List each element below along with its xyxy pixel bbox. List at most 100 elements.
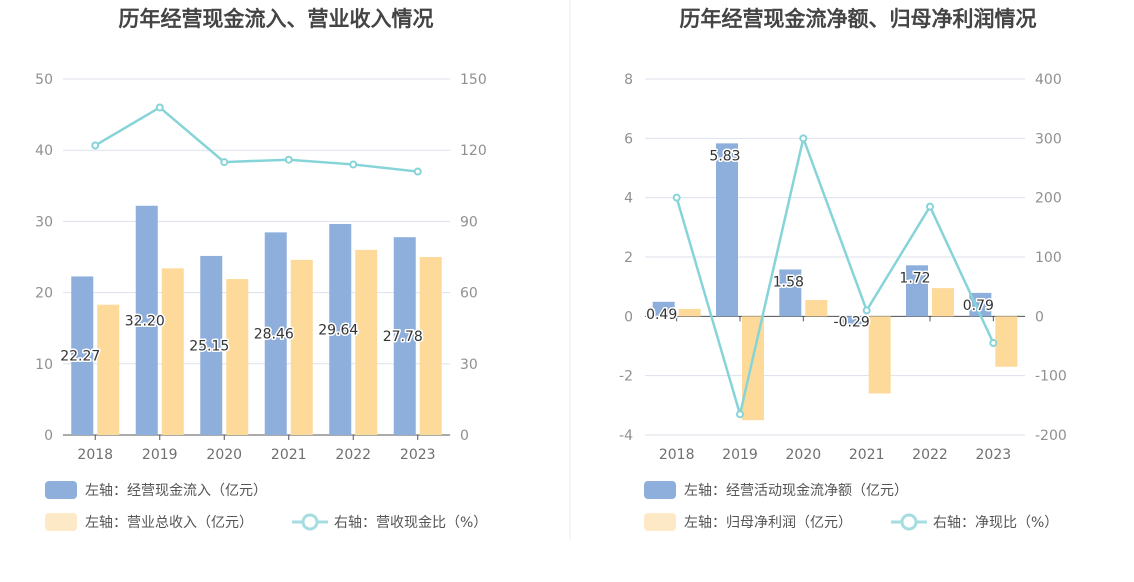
bar-secondary[interactable]: [932, 288, 954, 317]
data-label: 5.83: [709, 148, 740, 164]
bar-primary[interactable]: [652, 301, 675, 317]
data-label: 1.58: [773, 274, 804, 290]
bar-secondary[interactable]: [995, 316, 1018, 367]
bar-secondary[interactable]: [868, 316, 891, 394]
legend-label-inflow: 左轴：经营现金流入（亿元）: [85, 483, 267, 499]
y-tick-right: 90: [460, 214, 478, 230]
legend-swatch-net-cash: [644, 481, 676, 499]
y-tick-left: -4: [619, 428, 633, 444]
bar-layer: [71, 205, 442, 435]
bar-secondary[interactable]: [226, 279, 249, 435]
x-tick-label: 2023: [976, 447, 1012, 463]
legend-item-net-cash[interactable]: 左轴：经营活动现金流净额（亿元）: [644, 481, 908, 499]
y-tick-left: 6: [624, 131, 633, 147]
line-point[interactable]: [799, 134, 808, 143]
bar-primary[interactable]: [906, 265, 928, 317]
x-tick-label: 2022: [912, 447, 948, 463]
data-label: 28.46: [254, 327, 294, 343]
grid-layer: 0 10 20 30 40 50 0 30 60 90 120 150 2018 2019 2020 2021…: [35, 72, 487, 463]
legend-label-net-profit: 左轴：归母净利润（亿元）: [684, 514, 852, 531]
x-tick-label: 2021: [849, 447, 885, 463]
series-line: [675, 133, 995, 420]
line-layer: [672, 133, 998, 420]
data-label: 25.15: [189, 338, 229, 354]
bar-secondary[interactable]: [805, 300, 828, 317]
bar-primary[interactable]: [264, 232, 287, 435]
legend-item-ratio[interactable]: 右轴：营收现金比（%）: [292, 513, 487, 531]
legend-item-net-ratio[interactable]: 右轴：净现比（%）: [891, 513, 1058, 531]
y-tick-right: 60: [460, 286, 478, 302]
chart-cashflow-revenue: 历年经营现金流入、营业收入情况 0 10 20 30 40 50 0 30 60 90 120 150…: [35, 7, 487, 531]
legend-marker-net-ratio: [900, 513, 918, 531]
x-tick-label: 2018: [77, 447, 113, 463]
line-point[interactable]: [413, 167, 422, 176]
line-point[interactable]: [736, 410, 744, 419]
bar-primary[interactable]: [969, 292, 992, 317]
y-tick-left: 2: [624, 250, 633, 266]
line-layer: [91, 103, 422, 176]
x-tick-label: 2018: [659, 447, 695, 463]
y-tick-left: 0: [44, 428, 53, 444]
line-point[interactable]: [91, 141, 100, 150]
bar-secondary[interactable]: [355, 249, 378, 435]
bar-secondary[interactable]: [419, 257, 442, 435]
y-tick-right: 200: [1035, 191, 1062, 207]
y-tick-right: 100: [1035, 250, 1062, 266]
data-label: 32.20: [125, 313, 165, 329]
line-point[interactable]: [220, 158, 229, 167]
bar-secondary[interactable]: [161, 268, 184, 435]
data-label: 27.78: [383, 329, 423, 345]
y-tick-right: 120: [460, 143, 487, 159]
bar-primary[interactable]: [779, 269, 802, 317]
x-tick-label: 2019: [142, 447, 178, 463]
legend-item-net-profit[interactable]: 左轴：归母净利润（亿元）: [644, 513, 852, 531]
legend-item-revenue[interactable]: 左轴：营业总收入（亿元）: [45, 513, 253, 531]
legend: 左轴：经营现金流入（亿元） 左轴：营业总收入（亿元） 右轴：营收现金比（%）: [45, 481, 487, 531]
data-label: 29.64: [318, 322, 358, 338]
line-point[interactable]: [989, 339, 998, 348]
y-tick-left: 0: [624, 309, 633, 325]
legend-swatch-net-profit: [644, 513, 676, 531]
x-tick-label: 2020: [206, 447, 242, 463]
line-point[interactable]: [349, 160, 358, 169]
y-tick-right: -200: [1035, 428, 1067, 444]
y-tick-right: 30: [460, 357, 478, 373]
line-point[interactable]: [926, 202, 934, 211]
bar-primary[interactable]: [329, 223, 352, 435]
legend-swatch-revenue: [45, 513, 77, 531]
line-point[interactable]: [155, 103, 164, 112]
y-tick-left: 4: [624, 191, 633, 207]
bar-secondary[interactable]: [97, 304, 120, 435]
line-point[interactable]: [862, 306, 871, 315]
line-point[interactable]: [284, 155, 293, 164]
data-label: 0.49: [646, 307, 677, 323]
chart-netcash-profit: 历年经营现金流净额、归母净利润情况 -4 -2 0 2 4 6 8 -200 -100 0 100 2…: [619, 7, 1067, 531]
legend-item-inflow[interactable]: 左轴：经营现金流入（亿元）: [45, 481, 267, 499]
bar-secondary[interactable]: [742, 316, 764, 421]
x-tick-label: 2022: [335, 447, 371, 463]
y-tick-right: 400: [1035, 72, 1062, 88]
y-tick-right: 0: [1035, 309, 1044, 325]
y-tick-left: 20: [35, 286, 53, 302]
bar-primary[interactable]: [716, 143, 738, 317]
x-tick-label: 2021: [271, 447, 307, 463]
line-point[interactable]: [672, 193, 681, 202]
y-tick-left: 10: [35, 357, 53, 373]
bar-primary[interactable]: [393, 237, 416, 435]
bar-secondary[interactable]: [678, 308, 701, 317]
bar-primary[interactable]: [842, 316, 865, 325]
y-tick-right: 0: [460, 428, 469, 444]
bar-primary[interactable]: [135, 205, 158, 435]
y-tick-left: 40: [35, 143, 53, 159]
data-label: 0.79: [963, 298, 994, 314]
bar-secondary[interactable]: [290, 259, 313, 435]
legend: 左轴：经营活动现金流净额（亿元） 左轴：归母净利润（亿元） 右轴：净现比（%）: [644, 481, 1058, 531]
label-layer: 0.49 5.83 1.58 -0.29 1.72 0.79: [645, 147, 996, 332]
y-tick-left: 8: [624, 72, 633, 88]
bar-layer: [652, 143, 1018, 421]
data-label: -0.29: [834, 314, 870, 330]
y-tick-right: 150: [460, 72, 487, 88]
bar-primary[interactable]: [71, 276, 94, 435]
bar-primary[interactable]: [200, 255, 223, 435]
y-tick-left: -2: [619, 369, 633, 385]
